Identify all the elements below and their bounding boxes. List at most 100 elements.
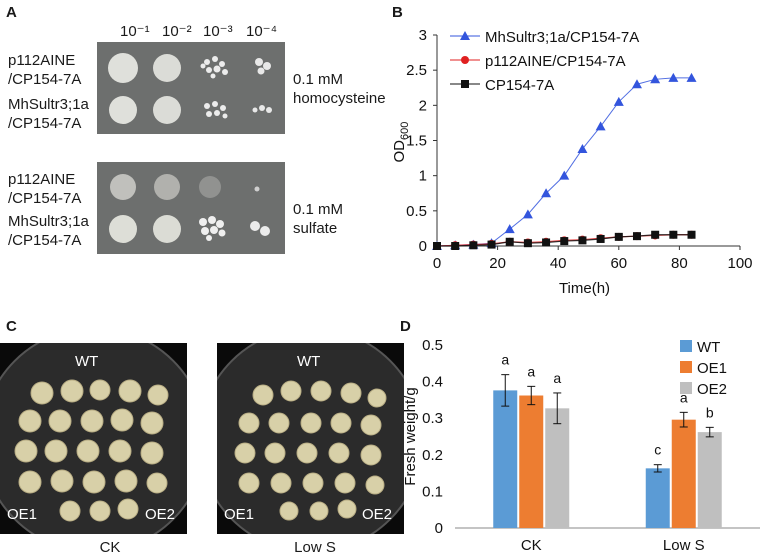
bar [697, 432, 722, 528]
bar [519, 395, 544, 528]
y-tick-label: 0.5 [422, 337, 443, 354]
legend-label: WT [697, 339, 720, 356]
callus-clumps [234, 380, 387, 521]
yeast-colonies [199, 216, 226, 241]
legend-marker [460, 31, 470, 40]
data-point [686, 72, 697, 82]
data-point [560, 237, 569, 246]
data-point [668, 72, 679, 82]
data-point [505, 237, 514, 246]
data-point [650, 74, 661, 84]
data-point [577, 143, 588, 153]
yeast-spot [108, 53, 138, 83]
yeast-spots-homocysteine [108, 53, 272, 124]
yeast-plate-homocysteine [97, 42, 285, 134]
strain-label-bottom-2: MhSultr3;1a/CP154-7A [8, 213, 89, 249]
data-point [614, 232, 623, 241]
yeast-spot [153, 215, 181, 243]
yeast-spot [109, 215, 137, 243]
data-point [651, 230, 660, 239]
data-point [595, 121, 606, 131]
data-point [687, 230, 696, 239]
yeast-spot [153, 96, 181, 124]
x-tick-label: 20 [489, 255, 506, 272]
yeast-spots-sulfate [109, 174, 270, 243]
legend-label: p112AINE/CP154-7A [485, 53, 626, 70]
significance-letter: a [527, 363, 535, 379]
data-point [632, 232, 641, 241]
y-axis-label-subscript: 600 [399, 122, 411, 140]
data-point [542, 238, 551, 247]
y-tick-label: 0 [419, 238, 427, 255]
legend-swatch [680, 382, 692, 394]
yeast-spot [154, 174, 180, 200]
callus-plate-photo-lows: WT OE1 OE2 [217, 343, 404, 534]
y-axis-label-main: OD [391, 140, 408, 163]
y-tick-label: 0.4 [422, 374, 443, 391]
y-tick-label: 1 [419, 168, 427, 185]
legend-swatch [680, 361, 692, 373]
y-tick-label: 3 [419, 27, 427, 44]
significance-letter: a [553, 370, 561, 386]
data-point [631, 79, 642, 89]
panel-c-letter: C [6, 318, 17, 335]
bar [545, 408, 570, 528]
yeast-spot [110, 174, 136, 200]
condition-label-sulfate: 0.1 mM sulfate [293, 201, 344, 237]
y-tick-label: 2.5 [406, 62, 427, 79]
y-tick-label: 0.1 [422, 483, 443, 500]
legend-label: MhSultr3;1a/CP154-7A [485, 29, 639, 46]
x-tick-label: 80 [671, 255, 688, 272]
significance-letter: a [501, 352, 509, 368]
x-tick-label: 40 [550, 255, 567, 272]
dilution-label: 10⁻⁴ [246, 23, 278, 40]
panel-d-letter: D [400, 318, 411, 335]
y-axis-label: OD600 [391, 122, 411, 163]
data-point [487, 240, 496, 249]
plate-caption-lows: Low S [294, 539, 336, 556]
y-tick-label: 2 [419, 97, 427, 114]
data-point [613, 96, 624, 106]
data-point [669, 230, 678, 239]
yeast-spot [254, 186, 260, 192]
data-point [523, 239, 532, 248]
y-tick-label: 0 [435, 520, 443, 537]
yeast-colonies [204, 101, 228, 119]
category-label: CK [521, 537, 542, 554]
legend-label: OE2 [697, 381, 727, 398]
dilution-label: 10⁻³ [203, 23, 233, 40]
strain-label-top-2: MhSultr3;1a/CP154-7A [8, 96, 89, 132]
strain-label-top-1: p112AINE/CP154-7A [8, 52, 82, 88]
x-tick-label: 60 [610, 255, 627, 272]
series-line [436, 77, 692, 247]
y-tick-label: 0.2 [422, 447, 443, 464]
dilution-label: 10⁻¹ [120, 23, 150, 40]
strain-label-bottom-1: p112AINE/CP154-7A [8, 171, 82, 207]
legend-label: OE1 [697, 360, 727, 377]
dilution-label: 10⁻² [162, 23, 192, 40]
y-tick-label: 1.5 [406, 133, 427, 150]
data-point [541, 188, 552, 198]
data-point [469, 241, 478, 250]
data-point [596, 234, 605, 243]
data-point [522, 209, 533, 219]
panel-b-letter: B [392, 4, 403, 21]
callus-clumps [14, 379, 169, 522]
y-tick-label: 0.3 [422, 410, 443, 427]
yeast-spot [109, 96, 137, 124]
genotype-label-oe2: OE2 [362, 506, 393, 523]
genotype-label-oe1: OE1 [224, 506, 255, 523]
legend-marker [461, 80, 469, 88]
condition-label-homocysteine: 0.1 mM homocysteine [293, 71, 386, 107]
x-tick-label: 0 [433, 255, 441, 272]
x-tick-label: 100 [727, 255, 752, 272]
genotype-label-wt: WT [75, 353, 99, 370]
bar [493, 390, 518, 528]
data-point [433, 242, 441, 250]
callus-plate-photo-ck: WT OE1 OE2 [0, 343, 187, 534]
yeast-spot [199, 176, 221, 198]
bar [671, 419, 696, 528]
yeast-colonies [250, 221, 270, 236]
category-label: Low S [663, 537, 705, 554]
y-axis-label: Fresh weight/g [402, 387, 419, 485]
